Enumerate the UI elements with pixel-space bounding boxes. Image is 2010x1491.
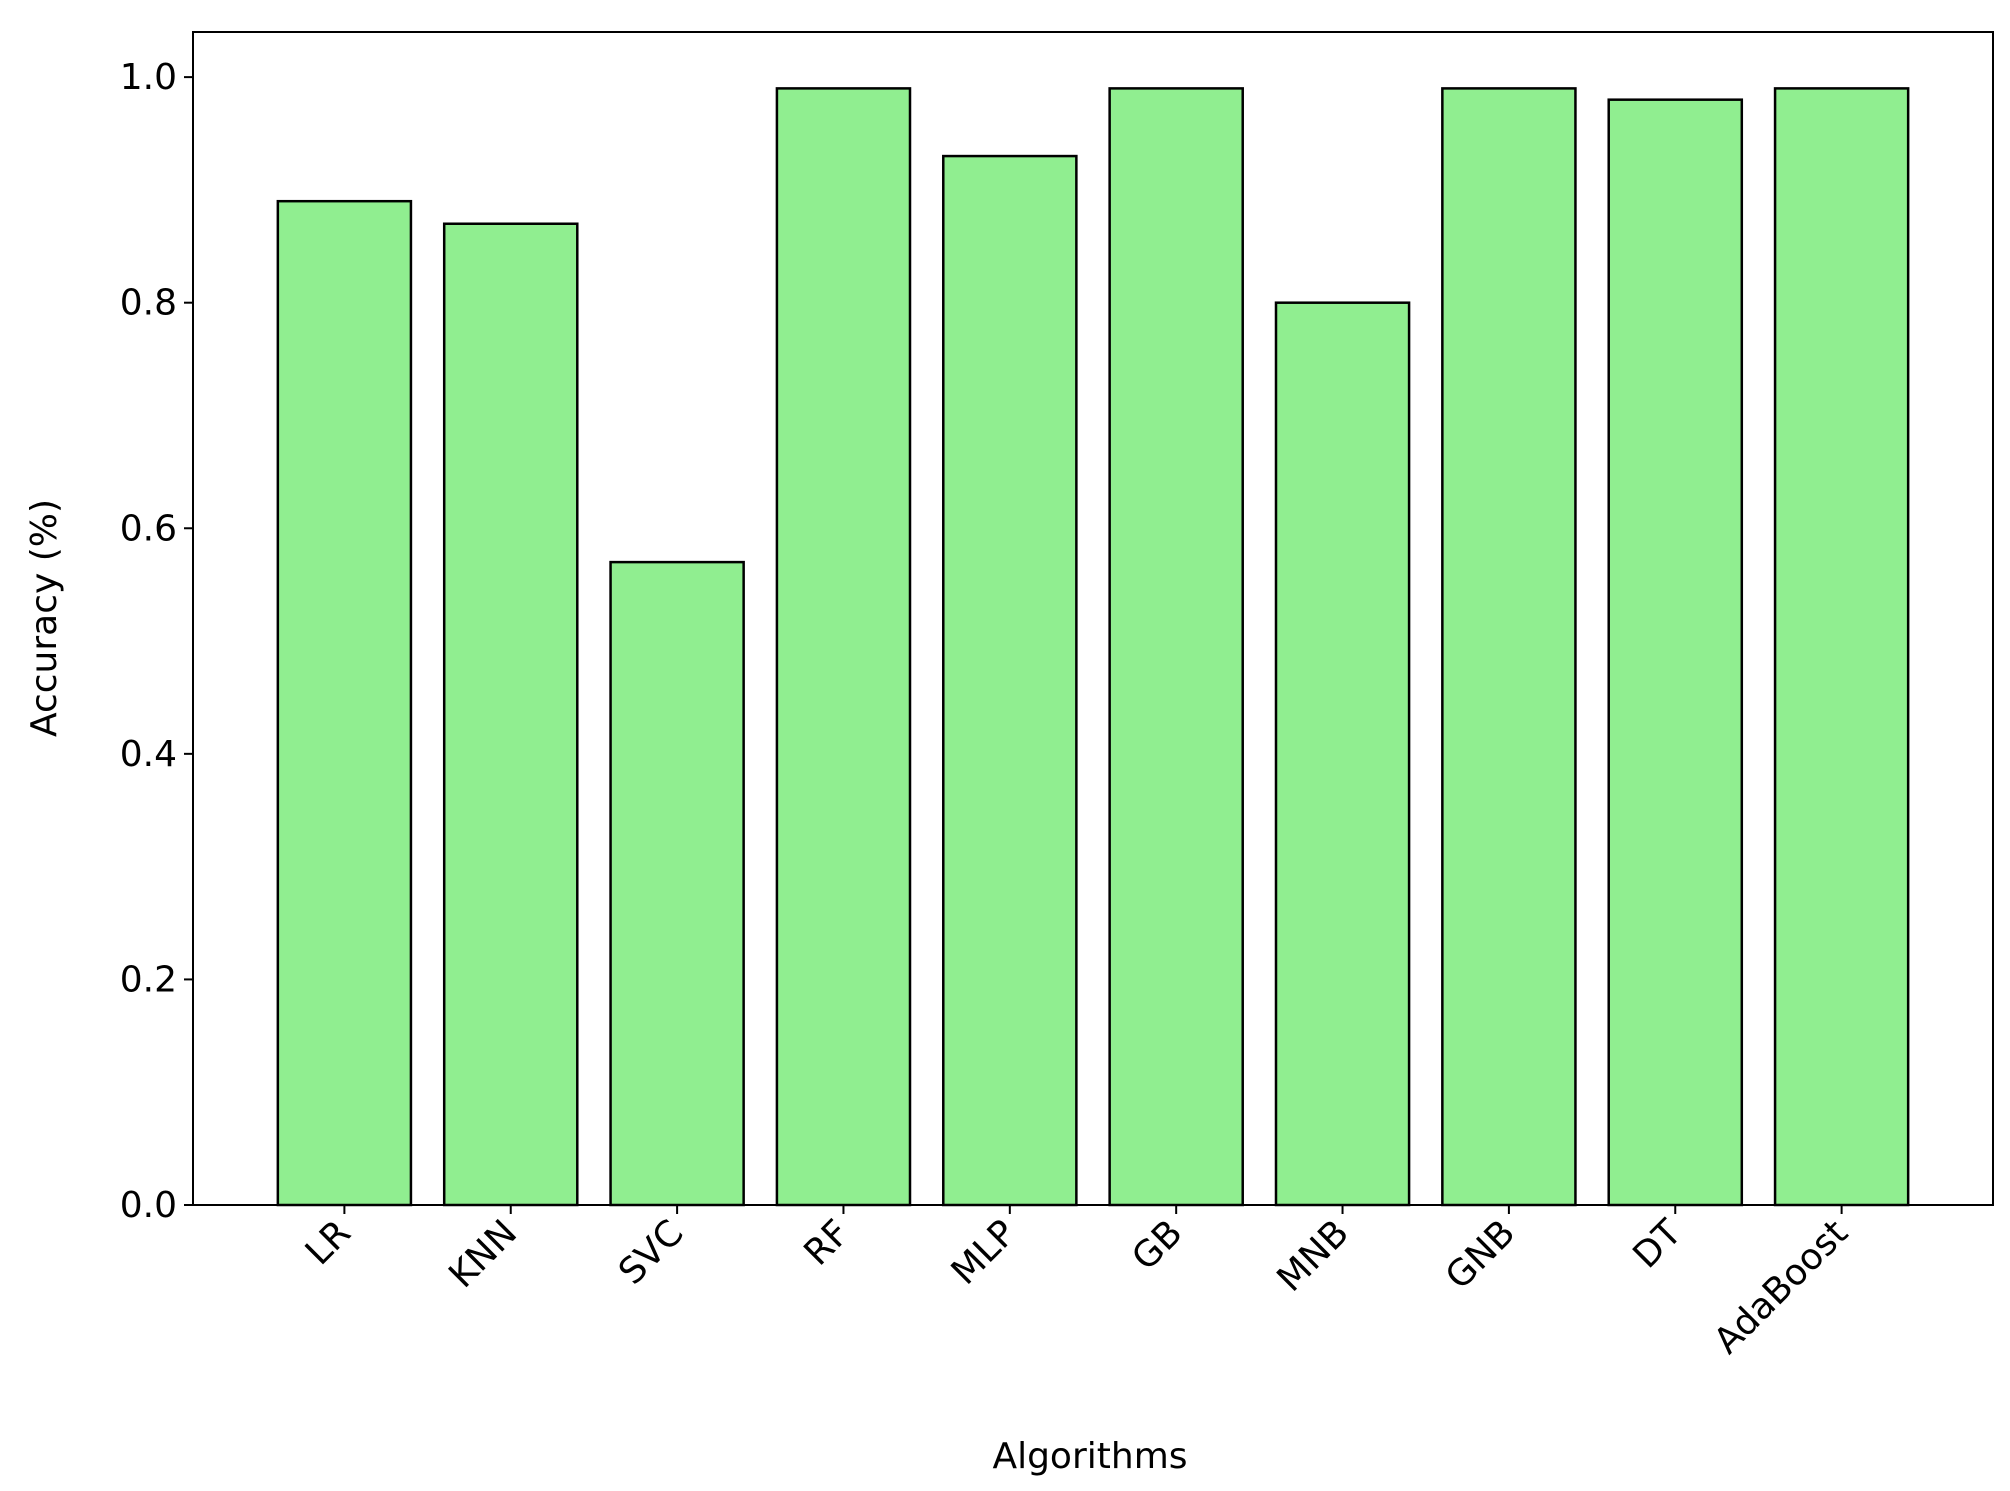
x-tick-label: LR: [298, 1212, 359, 1273]
y-tick-label: 0.8: [120, 283, 177, 324]
y-tick-label: 0.4: [120, 734, 177, 775]
y-tick-label: 0.6: [120, 508, 177, 549]
bar: [1274, 301, 1411, 1207]
bar: [276, 199, 413, 1207]
x-tick-label: GNB: [1438, 1212, 1523, 1297]
y-axis-label: Accuracy (%): [24, 499, 65, 737]
x-tick-label: GB: [1124, 1212, 1190, 1278]
bar: [1108, 87, 1244, 1207]
bar: [942, 154, 1078, 1207]
y-tick-label: 0.0: [120, 1185, 177, 1226]
x-tick-label: DT: [1625, 1212, 1690, 1277]
y-tick-label: 0.2: [120, 959, 177, 1000]
bar: [609, 560, 745, 1207]
x-tick-label: KNN: [441, 1212, 525, 1296]
x-tick-label: AdaBoost: [1706, 1212, 1856, 1362]
y-tick-label: 1.0: [120, 57, 177, 98]
x-axis-label: Algorithms: [992, 1436, 1187, 1477]
x-tick-label: MNB: [1269, 1212, 1356, 1299]
x-tick-label: MLP: [944, 1212, 1024, 1292]
x-tick-label: RF: [796, 1212, 857, 1273]
plot-frame: [192, 31, 1994, 1206]
bar: [1441, 87, 1577, 1207]
bar: [1773, 87, 1910, 1207]
bar: [442, 222, 579, 1207]
bar: [775, 87, 912, 1207]
x-tick-label: SVC: [611, 1212, 691, 1292]
bar: [1607, 98, 1744, 1207]
